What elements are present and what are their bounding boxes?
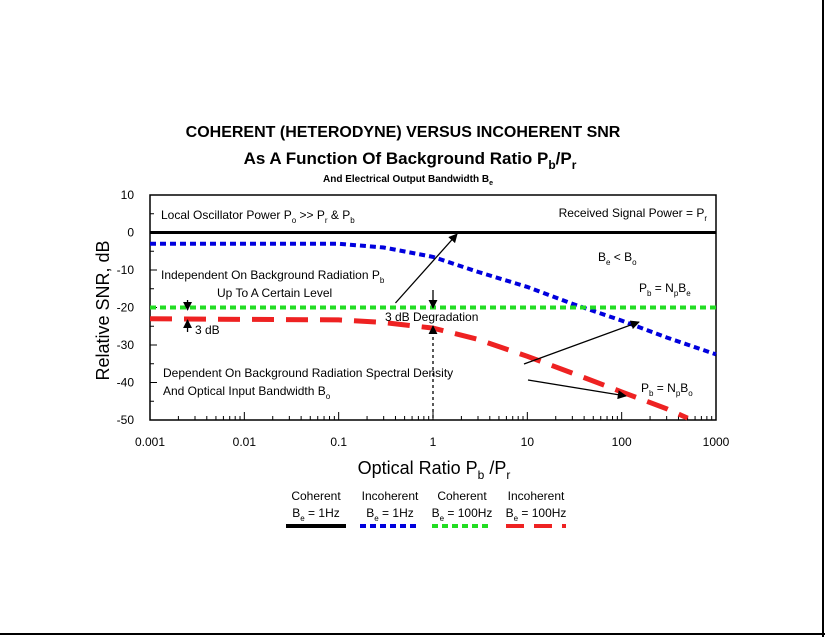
chart-subtitle-secondary: And Electrical Output Bandwidth Be bbox=[323, 174, 493, 187]
series-line-4 bbox=[149, 316, 689, 421]
annotation-local-oscillator: Local Oscillator Power Po >> Pr & Pb bbox=[161, 208, 355, 225]
x-tick-label: 0.001 bbox=[135, 435, 165, 449]
annotation-3db-degradation: 3 dB Degradation bbox=[385, 310, 478, 324]
arrow-to-coherent-line bbox=[394, 233, 458, 304]
annotation-pb-npbe: Pb = NpBe bbox=[639, 281, 691, 298]
y-tick-label: -50 bbox=[117, 413, 135, 427]
x-tick-label: 10 bbox=[521, 435, 535, 449]
annotation-independent: Independent On Background Radiation Pb bbox=[161, 268, 385, 285]
legend-bandwidth-1: Be = 1Hz bbox=[292, 506, 339, 523]
y-tick-label: 10 bbox=[121, 188, 135, 202]
annotation-dependent: Dependent On Background Radiation Spectr… bbox=[163, 366, 453, 380]
x-tick-label: 100 bbox=[612, 435, 632, 449]
y-tick-label: -10 bbox=[117, 263, 135, 277]
legend-label-2: Incoherent bbox=[362, 489, 419, 503]
y-tick-label: -40 bbox=[117, 376, 135, 390]
legend-bandwidth-4: Be = 100Hz bbox=[506, 506, 567, 523]
legend-label-1: Coherent bbox=[291, 489, 341, 503]
chart-title: COHERENT (HETERODYNE) VERSUS INCOHERENT … bbox=[186, 124, 621, 141]
legend-bandwidth-3: Be = 100Hz bbox=[432, 506, 493, 523]
legend-bandwidth-2: Be = 1Hz bbox=[366, 506, 413, 523]
x-tick-label: 0.01 bbox=[233, 435, 257, 449]
legend-label-4: Incoherent bbox=[508, 489, 565, 503]
annotation-3db: 3 dB bbox=[195, 323, 220, 337]
y-axis-label: Relative SNR, dB bbox=[93, 240, 113, 380]
arrow-to-incoherent-1hz bbox=[523, 320, 640, 365]
x-tick-label: 1 bbox=[430, 435, 437, 449]
annotation-received-power: Received Signal Power = Pr bbox=[559, 206, 708, 223]
y-tick-label: 0 bbox=[127, 226, 134, 240]
legend-label-3: Coherent bbox=[437, 489, 487, 503]
chart-subtitle: As A Function Of Background Ratio Pb/Pr bbox=[244, 149, 577, 172]
x-tick-label: 0.1 bbox=[330, 435, 347, 449]
arrow-to-incoherent-100hz bbox=[527, 379, 627, 400]
y-tick-label: -20 bbox=[117, 301, 135, 315]
annotation-be-less-bo: Be < Bo bbox=[598, 250, 637, 267]
annotation-optical-bandwidth: And Optical Input Bandwidth Bo bbox=[163, 384, 331, 401]
series-line-2 bbox=[150, 241, 717, 357]
x-tick-label: 1000 bbox=[703, 435, 730, 449]
page-border-bottom bbox=[0, 633, 825, 635]
page-border-right bbox=[822, 0, 824, 637]
x-axis-label: Optical Ratio Pb /Pr bbox=[358, 458, 511, 482]
annotation-up-to-level: Up To A Certain Level bbox=[217, 286, 332, 300]
y-tick-label: -30 bbox=[117, 338, 135, 352]
annotation-pb-npbo: Pb = NpBo bbox=[641, 381, 693, 398]
